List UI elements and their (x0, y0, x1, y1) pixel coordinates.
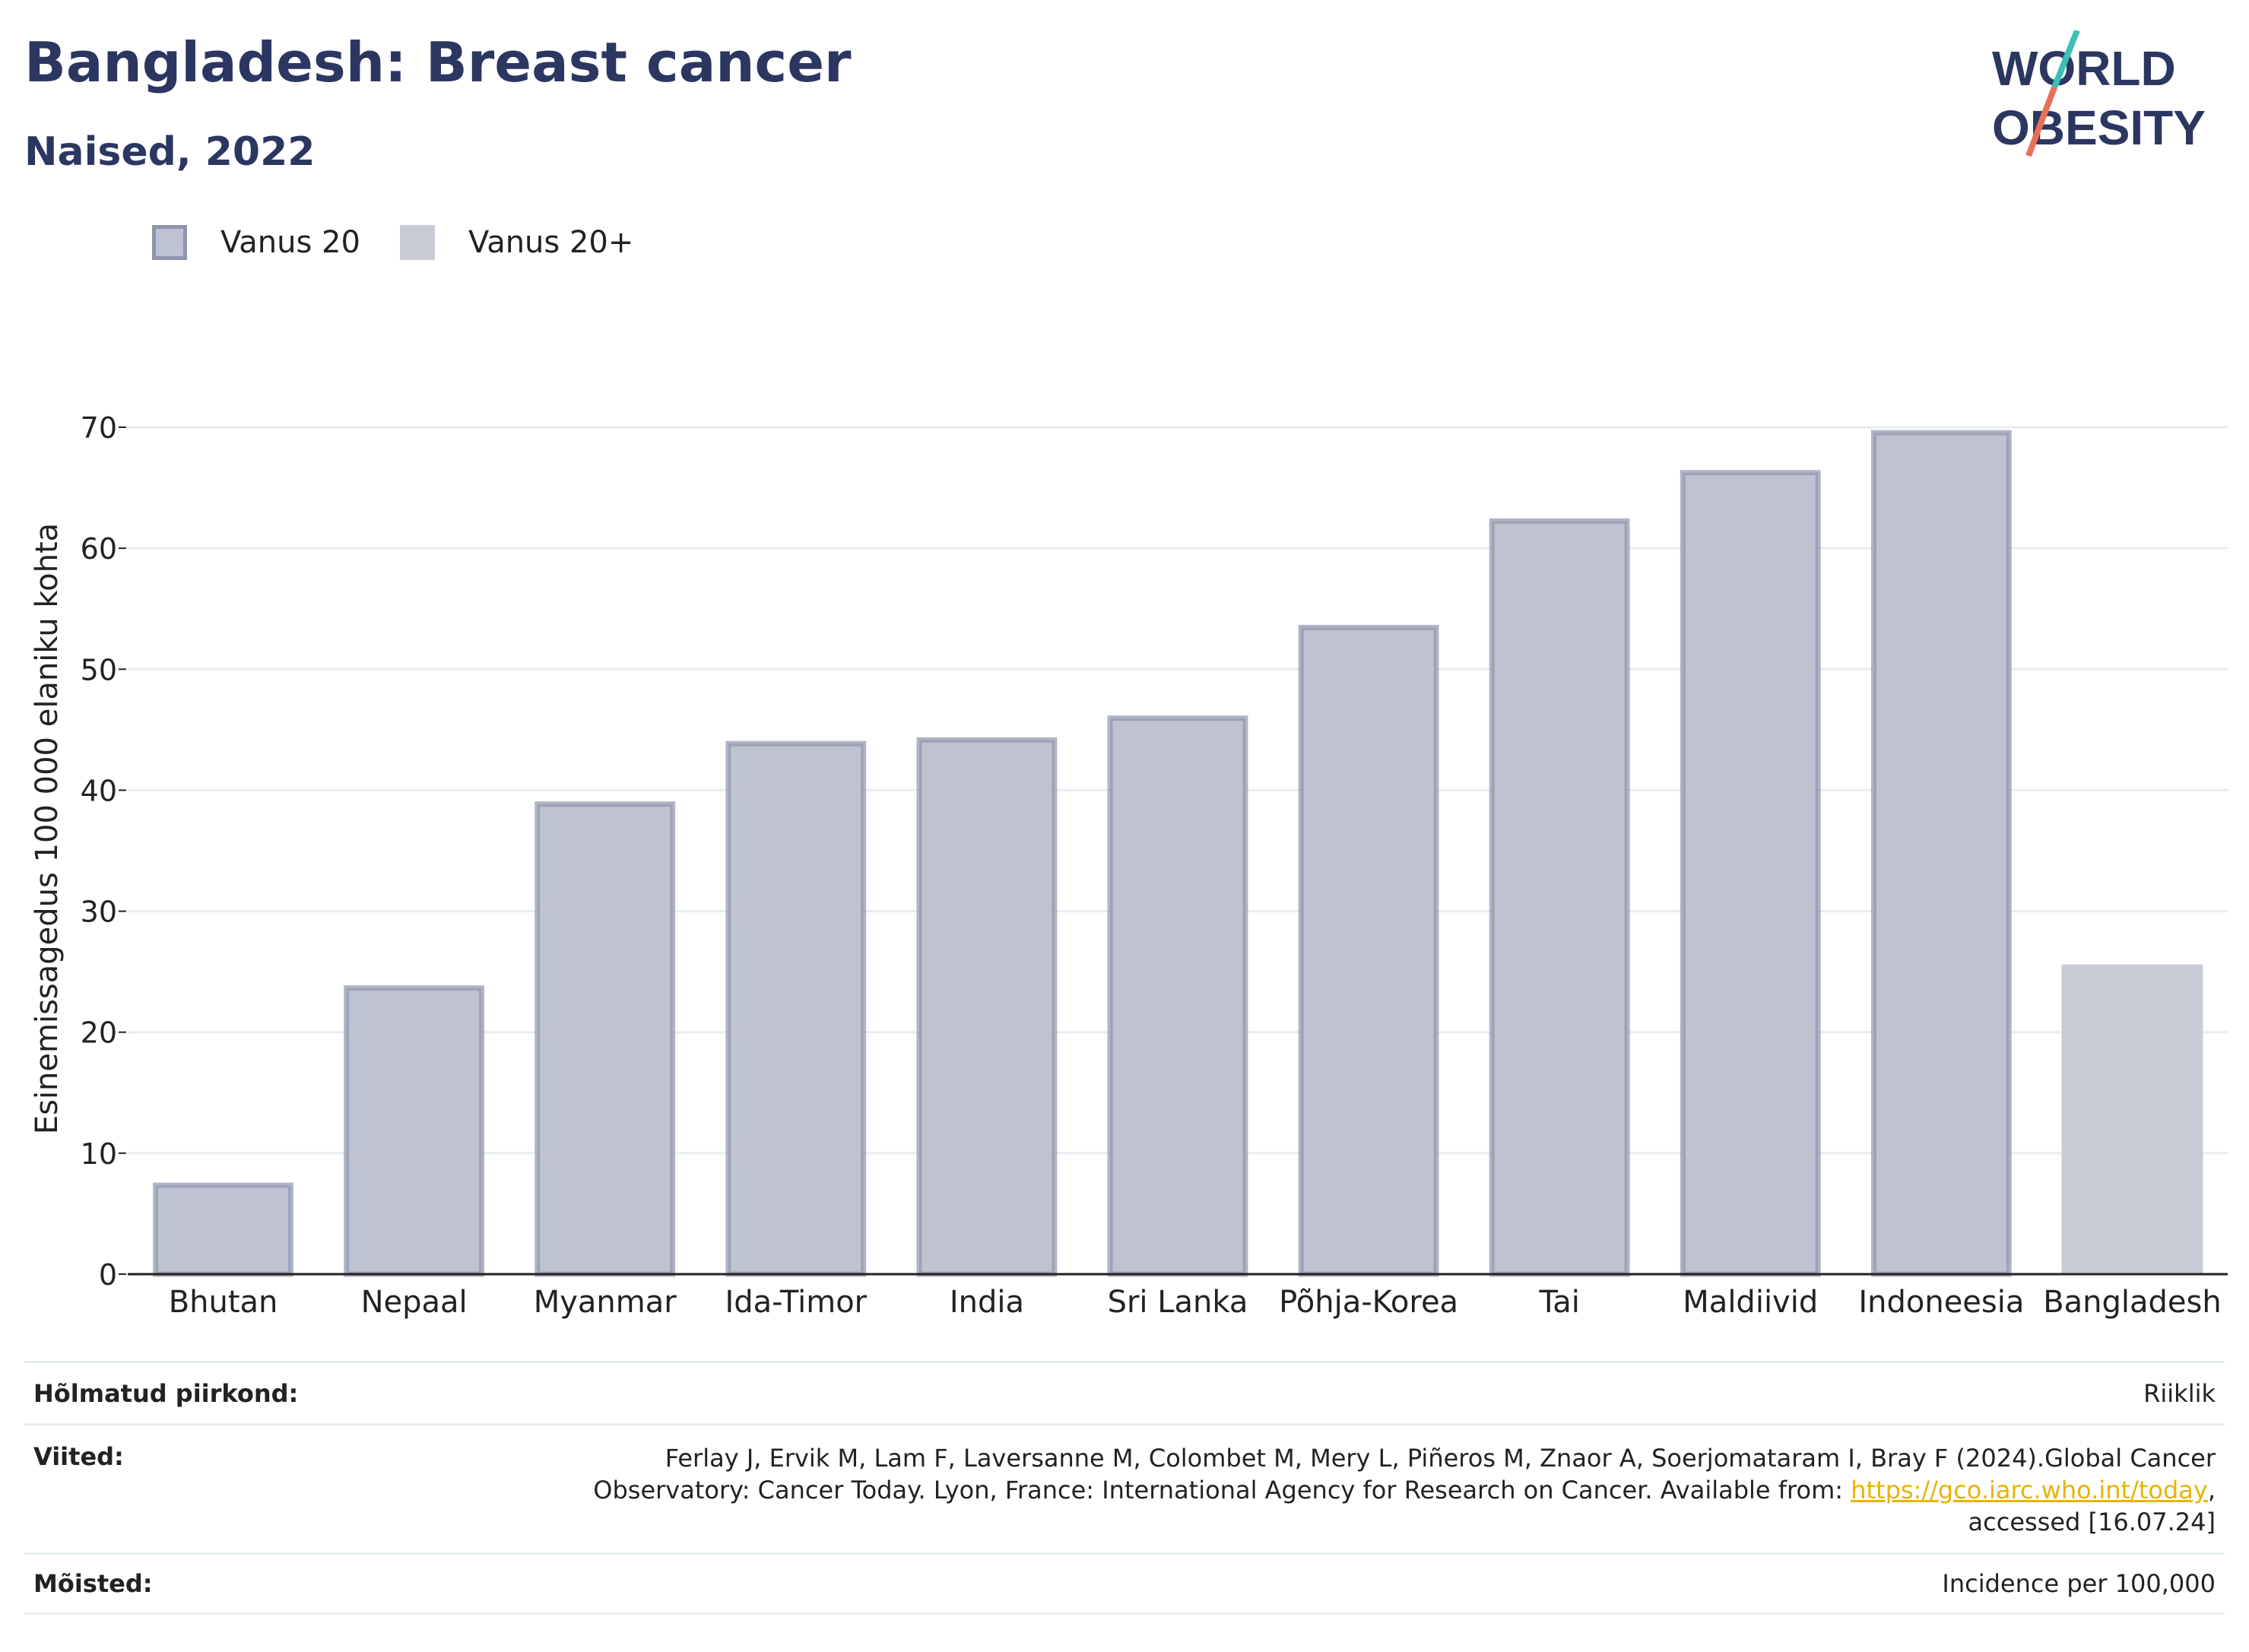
region-value: Riiklik (2143, 1378, 2216, 1408)
x-tick-label: India (950, 1285, 1024, 1320)
bar (153, 1182, 293, 1277)
chart-title: Bangladesh: Breast cancer (24, 30, 852, 94)
x-tick-label: Tai (1538, 1285, 1579, 1320)
bar (344, 985, 485, 1277)
info-row-references: Viited: Ferlay J, Ervik M, Lam F, Lavers… (24, 1423, 2225, 1552)
references-line-2: Observatory: Cancer Today. Lyon, France:… (593, 1474, 2216, 1506)
references-label: Viited: (33, 1442, 124, 1471)
info-row-definitions: Mõisted: Incidence per 100,000 (24, 1552, 2225, 1615)
legend-label-vanus-20: Vanus 20 (220, 225, 360, 260)
x-tick-label: Põhja-Korea (1279, 1285, 1458, 1320)
x-tick-label: Sri Lanka (1108, 1285, 1248, 1320)
x-tick-label: Bhutan (169, 1285, 278, 1320)
bar (1107, 715, 1248, 1277)
y-tick-label: 40 (81, 774, 117, 807)
definitions-value: Incidence per 100,000 (1942, 1569, 2216, 1598)
y-tick-label: 0 (99, 1258, 117, 1292)
legend-label-vanus-20plus: Vanus 20+ (468, 225, 634, 260)
chart-subtitle: Naised, 2022 (24, 129, 316, 175)
logo-line2: OBESITY (1992, 100, 2206, 155)
x-tick-label: Myanmar (534, 1285, 677, 1320)
bar (1489, 518, 1630, 1277)
bar (1680, 470, 1821, 1277)
y-tick-label: 20 (81, 1016, 117, 1050)
world-obesity-logo: WORLD OBESITY (1992, 30, 2206, 157)
x-tick-label: Bangladesh (2043, 1285, 2222, 1320)
info-table: Hõlmatud piirkond: Riiklik Viited: Ferla… (24, 1361, 2225, 1615)
y-axis-label: Esinemissagedus 100 000 elaniku kohta (30, 522, 65, 1135)
x-tick-label: Nepaal (361, 1285, 468, 1320)
logo-line1: WORLD (1992, 41, 2176, 96)
definitions-label: Mõisted: (33, 1569, 153, 1598)
legend-item-vanus-20plus: Vanus 20+ (399, 225, 634, 260)
bar (725, 740, 867, 1277)
chart-legend: Vanus 20 Vanus 20+ (152, 225, 673, 260)
references-line-1: Ferlay J, Ervik M, Lam F, Laversanne M, … (665, 1444, 2216, 1473)
x-tick-label: Ida-Timor (725, 1285, 867, 1320)
y-tick-label: 30 (81, 896, 117, 929)
region-label: Hõlmatud piirkond: (33, 1378, 299, 1408)
references-line-2-text: Observatory: Cancer Today. Lyon, France:… (593, 1476, 1851, 1505)
info-row-region: Hõlmatud piirkond: Riiklik (24, 1361, 2225, 1423)
logo-coral-slash (2025, 86, 2057, 157)
logo-teal-slash (2051, 30, 2080, 89)
y-tick-label: 60 (81, 532, 117, 566)
references-value: Ferlay J, Ervik M, Lam F, Laversanne M, … (593, 1442, 2216, 1552)
bar (2061, 964, 2203, 1274)
x-tick-label: Maldiivid (1683, 1285, 1818, 1320)
bar (534, 801, 676, 1277)
bar (1298, 624, 1439, 1277)
y-tick-label: 50 (81, 653, 117, 686)
y-tick-label: 70 (81, 411, 117, 445)
references-line-3: accessed [16.07.24] (1968, 1508, 2216, 1536)
x-tick-label: Indoneesia (1858, 1285, 2024, 1320)
bar (1870, 430, 2012, 1277)
legend-swatch-vanus-20 (152, 225, 187, 260)
references-link[interactable]: https://gco.iarc.who.int/today (1851, 1476, 2208, 1505)
legend-swatch-vanus-20plus (399, 225, 435, 260)
bar-chart: 0 10 20 30 40 50 60 70 Bhutan Nepaal Myanmar Ida-Ti… (81, 411, 2228, 1320)
bar (916, 737, 1058, 1277)
references-line-2-end: , (2207, 1476, 2216, 1505)
y-tick-label: 10 (81, 1137, 117, 1171)
legend-item-vanus-20: Vanus 20 (152, 225, 360, 260)
